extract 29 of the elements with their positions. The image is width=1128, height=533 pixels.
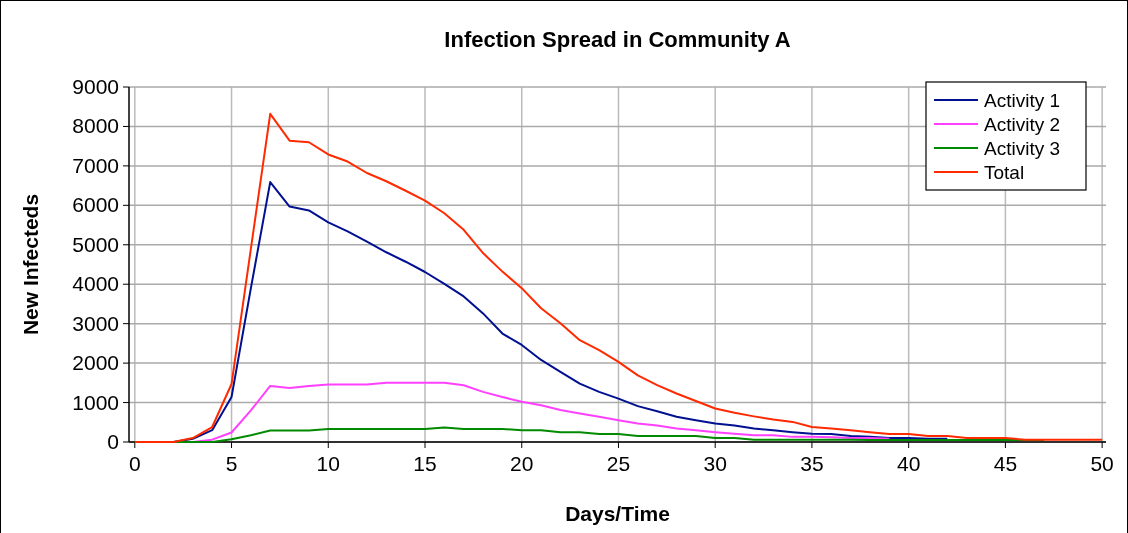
y-tick-label: 1000 xyxy=(72,390,119,414)
x-tick-label: 25 xyxy=(606,452,631,475)
y-tick-label: 7000 xyxy=(72,153,119,177)
y-tick-label: 4000 xyxy=(72,272,119,296)
y-tick-label: 3000 xyxy=(72,311,119,335)
y-axis-title: New Infecteds xyxy=(19,193,42,336)
y-tick-label: 8000 xyxy=(72,114,119,138)
y-tick-label: 2000 xyxy=(72,351,119,375)
legend-label: Total xyxy=(984,162,1025,183)
line-series xyxy=(133,112,1104,443)
x-tick-label: 45 xyxy=(993,452,1018,475)
x-tick-label: 35 xyxy=(800,452,824,475)
y-tick-label: 9000 xyxy=(72,75,119,98)
legend-label: Activity 1 xyxy=(984,90,1061,111)
legend-label: Activity 3 xyxy=(984,138,1061,159)
x-tick-label: 20 xyxy=(510,452,534,475)
x-tick-label: 0 xyxy=(128,452,141,475)
x-tick-label: 40 xyxy=(896,452,921,475)
x-tick-label: 30 xyxy=(703,452,727,475)
y-tick-label: 5000 xyxy=(72,232,119,256)
x-tick-label: 5 xyxy=(225,452,238,475)
x-tick-label: 50 xyxy=(1090,452,1114,475)
x-axis-title: Days/Time xyxy=(565,502,670,525)
legend-label: Activity 2 xyxy=(984,114,1061,135)
y-tick-label: 0 xyxy=(107,430,119,453)
x-tick-label: 15 xyxy=(413,452,437,475)
chart-title: Infection Spread in Community A xyxy=(444,27,791,52)
y-tick-label: 6000 xyxy=(72,193,119,217)
x-tick-label: 10 xyxy=(316,452,340,475)
